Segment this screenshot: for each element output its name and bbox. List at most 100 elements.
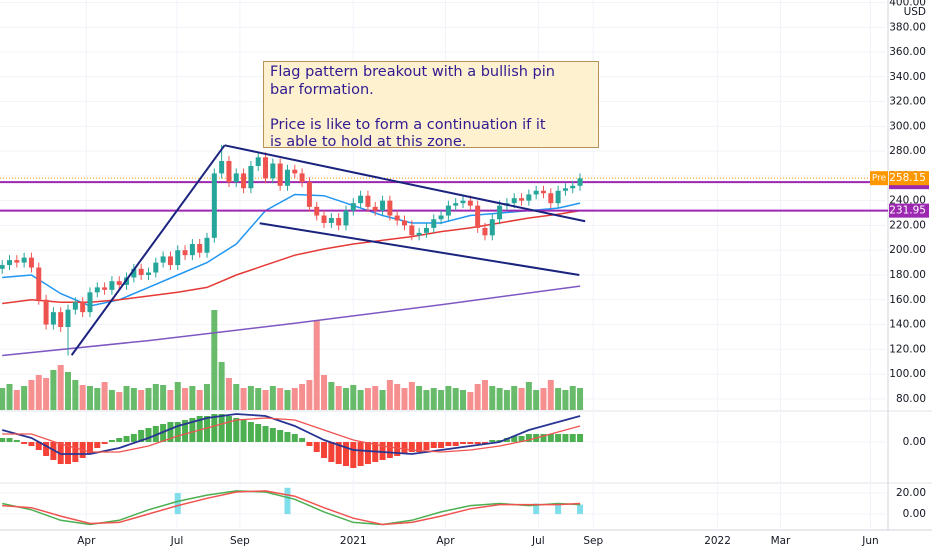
- candle-body: [350, 203, 356, 211]
- volume-bar: [65, 372, 72, 410]
- macd-histogram-bar: [350, 442, 357, 468]
- volume-bar: [335, 386, 342, 410]
- macd-histogram-bar: [174, 422, 181, 442]
- macd-histogram-bar: [313, 442, 320, 452]
- candle-body: [497, 205, 503, 220]
- candle-body: [526, 194, 532, 201]
- macd-histogram-bar: [496, 440, 503, 442]
- candle-body: [204, 237, 210, 253]
- macd-histogram-bar: [525, 434, 532, 442]
- macd-histogram-bar: [577, 434, 584, 442]
- candle-body: [321, 215, 327, 223]
- time-tick-label: Jul: [531, 535, 545, 547]
- time-tick-label: Sep: [583, 535, 603, 547]
- candle-body: [306, 182, 312, 207]
- candle-body: [102, 287, 108, 290]
- candle-body: [189, 244, 195, 256]
- volume-bar: [547, 380, 554, 410]
- price-tick-label: 160.00: [889, 294, 926, 306]
- candle-body: [153, 262, 159, 273]
- candle-body: [453, 203, 459, 206]
- volume-bar: [445, 386, 452, 410]
- volume-bar: [6, 384, 13, 410]
- volume-bar: [21, 386, 28, 410]
- volume-bar: [525, 382, 532, 410]
- time-tick-label: Mar: [771, 535, 791, 547]
- candle-body: [219, 161, 225, 174]
- oscillator-highlight: [533, 503, 540, 515]
- volume-bar: [189, 386, 196, 410]
- volume-bar: [430, 388, 437, 410]
- annotation-paragraph: Flag pattern breakout with a bullish pin…: [270, 64, 592, 99]
- candle-body: [409, 225, 415, 236]
- candle-body: [284, 169, 290, 186]
- time-tick-label: Apr: [436, 535, 455, 547]
- volume-bar: [43, 378, 50, 410]
- volume-bar: [533, 390, 540, 410]
- candle-body: [489, 219, 495, 236]
- macd-histogram-bar: [21, 442, 28, 444]
- macd-histogram-bar: [401, 442, 408, 454]
- candle-body: [358, 195, 364, 204]
- macd-histogram-bar: [364, 442, 371, 464]
- candle-body: [394, 215, 400, 221]
- macd-histogram-bar: [123, 436, 130, 442]
- time-tick-label: Apr: [77, 535, 96, 547]
- macd-signal: [2, 417, 581, 453]
- macd-histogram-bar: [6, 438, 13, 442]
- oscillator-line: [2, 490, 581, 526]
- macd-histogram-bar: [13, 440, 20, 442]
- price-tick-label: 300.00: [889, 120, 926, 132]
- annotation-line: Price is like to form a continuation if …: [270, 116, 546, 133]
- volume-bar: [299, 384, 306, 410]
- macd-histogram-bar: [518, 436, 525, 442]
- candle-body: [226, 161, 232, 183]
- candle-body: [94, 287, 100, 293]
- volume-bar: [86, 386, 93, 410]
- oscillator-tick-label: 0.00: [903, 508, 926, 520]
- volume-bar: [72, 380, 79, 410]
- volume-bar: [452, 388, 459, 410]
- volume-bar: [306, 380, 313, 410]
- oscillator-highlight: [284, 487, 291, 515]
- candle-body: [0, 265, 5, 269]
- macd-histogram-bar: [167, 422, 174, 442]
- macd-histogram-bar: [240, 420, 247, 442]
- candle-body: [28, 257, 34, 268]
- price-tick-label: 180.00: [889, 269, 926, 281]
- candle-body: [511, 198, 517, 204]
- macd-histogram-bar: [28, 442, 35, 446]
- volume-bar: [291, 388, 298, 410]
- volume-bar: [342, 388, 349, 410]
- oscillator-tick-label: 20.00: [896, 487, 926, 499]
- macd-histogram-bar: [438, 442, 445, 448]
- macd-histogram-bar: [460, 442, 467, 444]
- candle-body: [482, 227, 488, 236]
- macd-histogram-bar: [328, 442, 335, 462]
- candle-body: [270, 163, 276, 179]
- macd-histogram-bar: [386, 442, 393, 458]
- volume-bar: [562, 390, 569, 410]
- volume-bar: [321, 375, 328, 410]
- macd-histogram-bar: [262, 426, 269, 442]
- volume-bar: [284, 390, 291, 410]
- macd-histogram-bar: [430, 442, 437, 448]
- macd-histogram-bar: [467, 442, 474, 444]
- candle-body: [416, 232, 422, 236]
- macd-histogram-bar: [218, 414, 225, 442]
- macd-histogram-bar: [540, 434, 547, 442]
- oscillator-highlight: [174, 493, 181, 515]
- candle-body: [160, 256, 166, 263]
- candle-body: [87, 292, 93, 313]
- volume-bar: [386, 380, 393, 410]
- candle-body: [336, 218, 342, 226]
- macd-histogram-bar: [196, 416, 203, 442]
- candle-body: [467, 200, 473, 206]
- candle-body: [475, 205, 481, 228]
- currency-label: USD: [904, 6, 926, 18]
- volume-bar: [474, 384, 481, 410]
- macd-histogram-bar: [291, 434, 298, 442]
- volume-bar: [204, 384, 211, 410]
- candle-body: [423, 227, 429, 233]
- volume-bar: [247, 386, 254, 410]
